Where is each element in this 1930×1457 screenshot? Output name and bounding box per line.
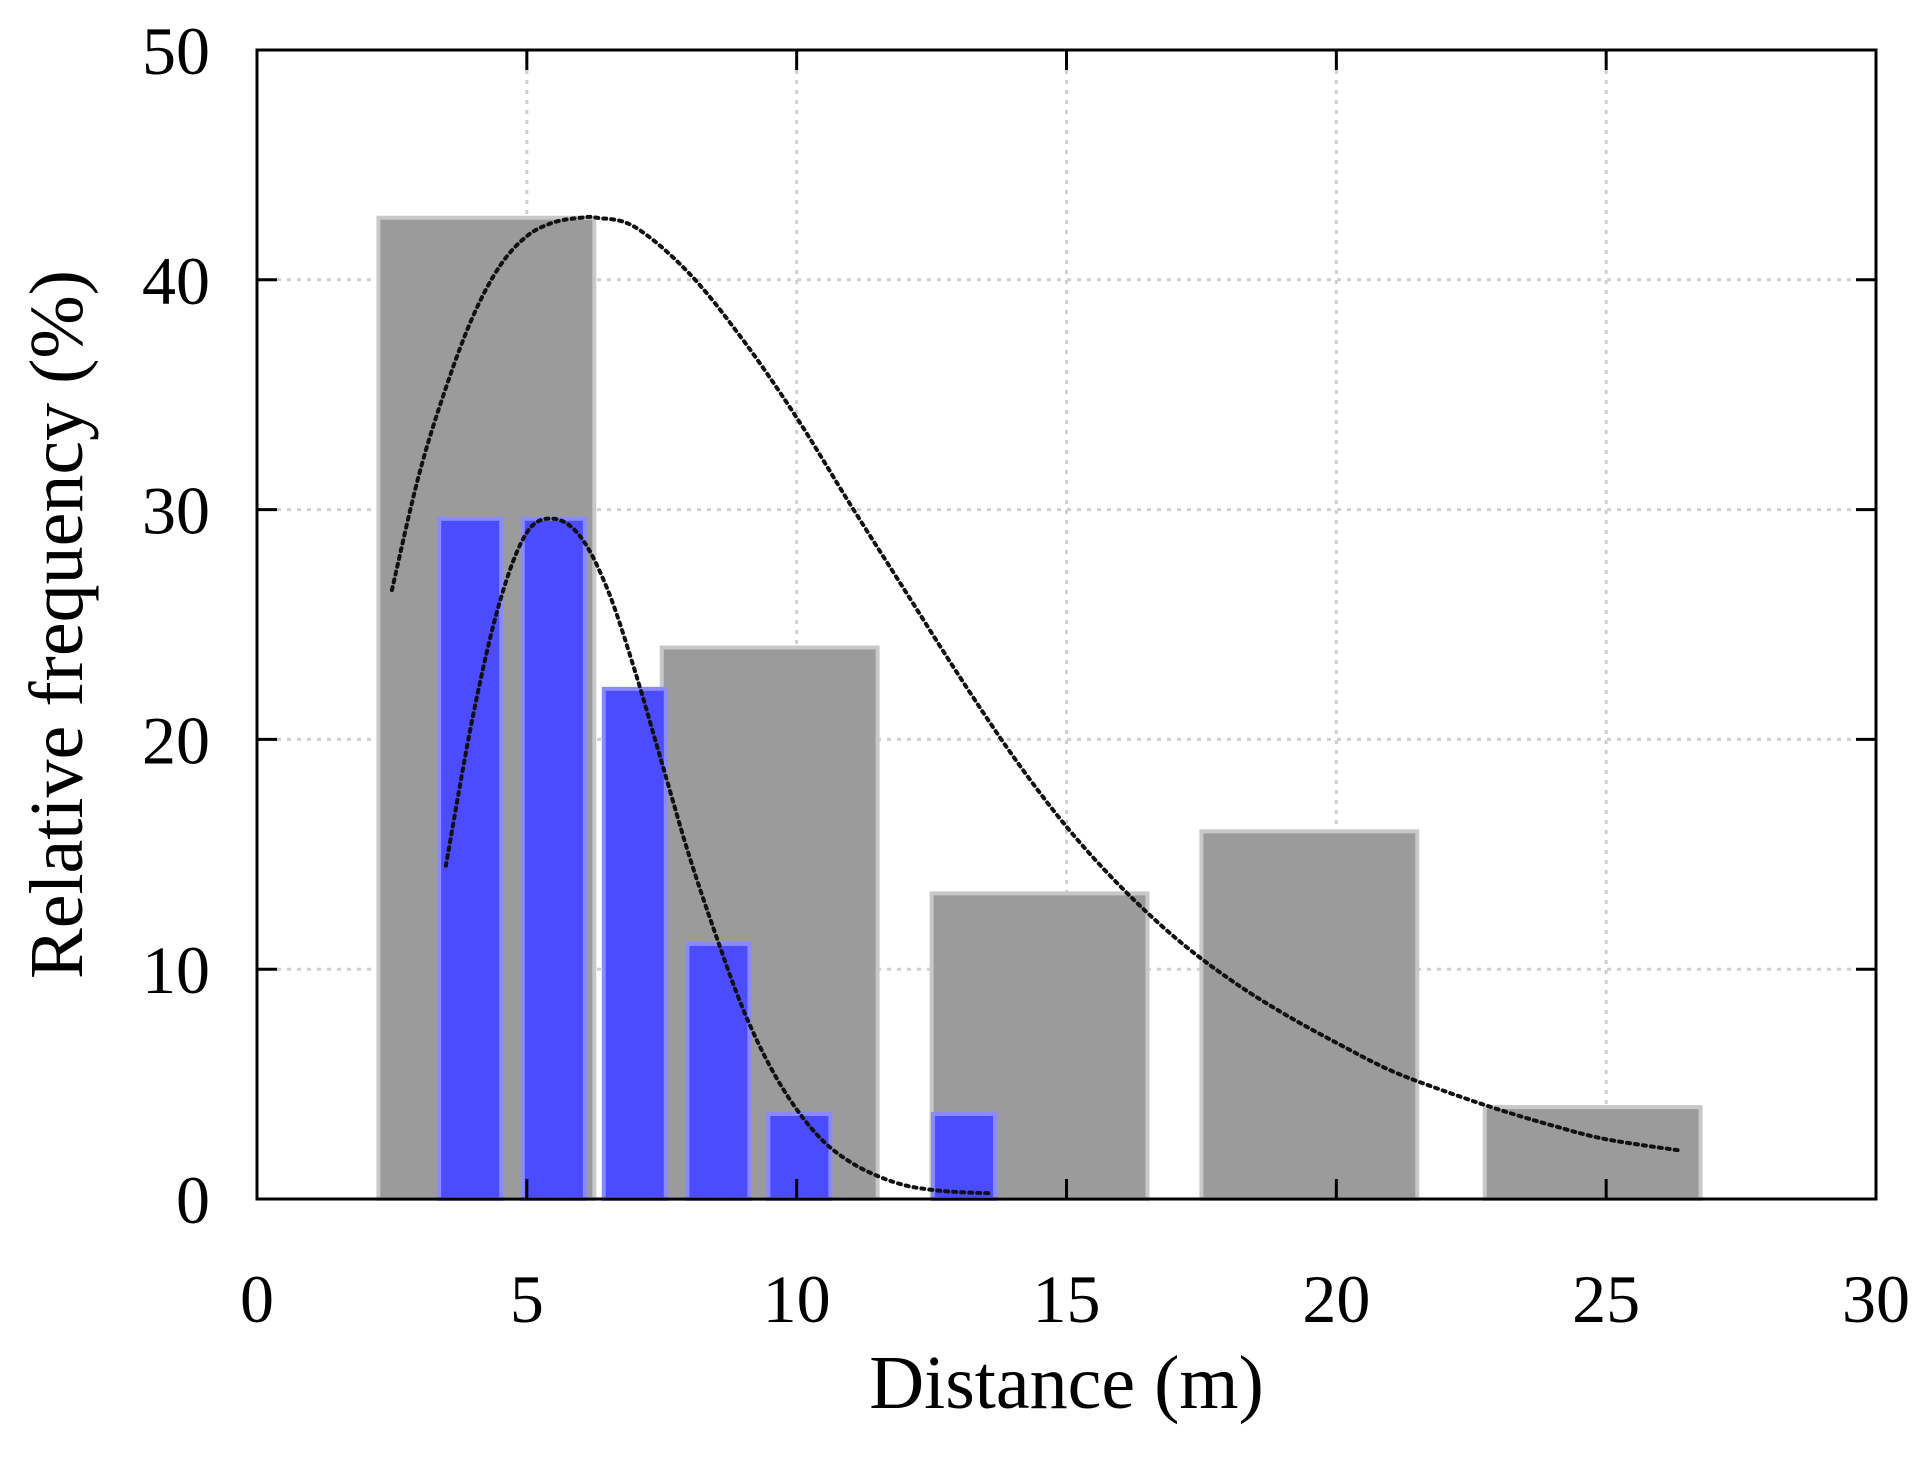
blue-bar	[685, 941, 752, 1201]
gray-bar	[1199, 829, 1420, 1201]
y-tick-label: 50	[142, 13, 210, 89]
blue-bar	[520, 516, 587, 1201]
blue-bar-series	[437, 516, 997, 1201]
y-tick-label: 20	[142, 702, 210, 778]
y-tick-label: 30	[142, 473, 210, 549]
x-axis-title: Distance (m)	[869, 1341, 1264, 1425]
blue-fit-curve	[443, 516, 993, 1196]
x-tick-label: 30	[1842, 1261, 1910, 1337]
y-tick-label: 0	[176, 1162, 210, 1238]
blue-bar	[437, 516, 504, 1201]
blue-bar	[766, 1111, 833, 1201]
y-axis-title: Relative frequency (%)	[15, 270, 99, 979]
x-tick-label: 20	[1302, 1261, 1370, 1337]
blue-bar	[930, 1111, 997, 1201]
x-tick-label: 15	[1033, 1261, 1101, 1337]
y-tick-labels: 0 10 20 30 40 50	[142, 13, 210, 1238]
x-tick-label: 25	[1572, 1261, 1640, 1337]
x-tick-label: 10	[763, 1261, 831, 1337]
gray-fit-curve	[389, 214, 1684, 1153]
x-tick-label: 0	[240, 1261, 274, 1337]
gray-bar	[1482, 1105, 1703, 1201]
blue-bar	[601, 686, 668, 1201]
fit-curves	[389, 214, 1684, 1196]
x-tick-label: 5	[510, 1261, 544, 1337]
y-tick-label: 40	[142, 243, 210, 319]
y-tick-label: 10	[142, 932, 210, 1008]
axis-ticks	[255, 48, 1878, 1201]
x-tick-labels: 0 5 10 15 20 25 30	[240, 1261, 1910, 1337]
